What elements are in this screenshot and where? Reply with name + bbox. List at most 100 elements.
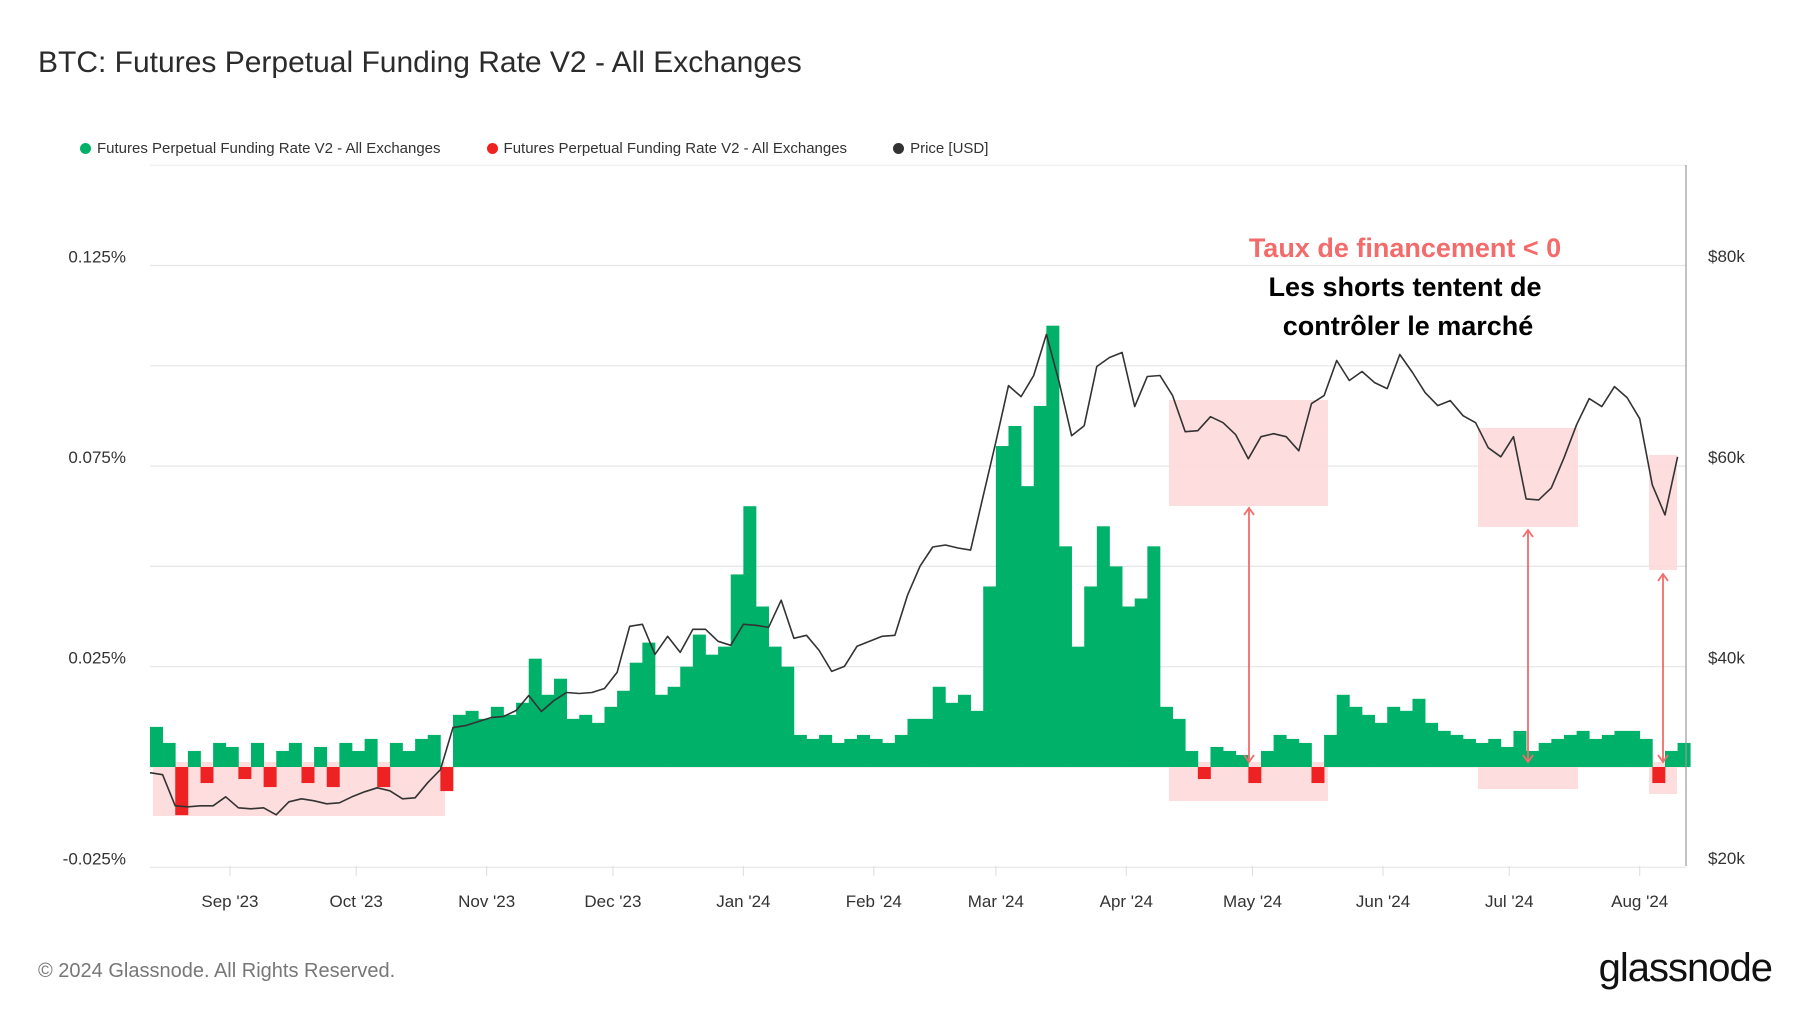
funding-bar-positive [1399, 710, 1413, 767]
price-line [149, 333, 1679, 816]
funding-bar-positive [730, 574, 744, 767]
funding-bar-negative [238, 767, 252, 780]
funding-bar-positive [351, 750, 365, 767]
funding-bar-negative [1311, 767, 1325, 784]
y-left-tick-label: 0.025% [68, 649, 126, 668]
funding-bar-positive [882, 742, 896, 767]
legend-label: Price [USD] [910, 140, 989, 157]
y-right-tick-label: $20k [1708, 849, 1745, 868]
highlight-boxes [153, 400, 1677, 816]
funding-bar-positive [1324, 734, 1338, 767]
x-tick-label: Aug '24 [1611, 892, 1668, 911]
funding-bar-negative [440, 767, 454, 792]
funding-bar-negative [175, 767, 189, 816]
legend-dot-icon [486, 143, 498, 154]
funding-bar-negative [1248, 767, 1262, 784]
x-tick-label: Apr '24 [1100, 892, 1153, 911]
funding-bar-positive [1147, 546, 1161, 767]
arrow-icon [1657, 572, 1669, 764]
funding-bar-positive [427, 734, 441, 767]
funding-bar-positive [1513, 730, 1527, 767]
funding-bar-positive [932, 686, 946, 767]
funding-bar-negative [377, 767, 391, 788]
annotation-line-1: Les shorts tentent de [1268, 272, 1541, 302]
legend-label: Futures Perpetual Funding Rate V2 - All … [97, 140, 441, 157]
funding-bar-negative [1652, 767, 1666, 784]
funding-bar-positive [629, 662, 643, 767]
glassnode-logo: glassnode [1598, 946, 1773, 990]
funding-bar-positive [150, 726, 163, 767]
funding-bar-positive [1412, 698, 1426, 767]
legend-item-funding-positive[interactable]: Futures Perpetual Funding Rate V2 - All … [80, 140, 441, 157]
funding-bar-positive [1425, 722, 1439, 767]
funding-bar-positive [225, 746, 239, 767]
annotation-line-2: contrôler le marché [1283, 311, 1534, 341]
x-tick-label: Dec '23 [584, 892, 641, 911]
funding-bar-positive [1437, 730, 1451, 767]
legend-item-funding-negative[interactable]: Futures Perpetual Funding Rate V2 - All … [486, 140, 847, 157]
x-tick-label: Feb '24 [846, 892, 902, 911]
highlight-box [1169, 400, 1328, 506]
funding-bar-positive [1336, 694, 1350, 767]
funding-bar-positive [806, 738, 820, 767]
funding-bar-positive [314, 746, 328, 767]
funding-bar-positive [654, 694, 668, 767]
x-tick-label: Oct '23 [330, 892, 383, 911]
funding-bar-positive [1374, 722, 1388, 767]
highlight-box [1478, 428, 1578, 527]
funding-bar-positive [1677, 742, 1691, 767]
funding-bar-positive [1021, 486, 1035, 767]
funding-bar-positive [553, 678, 567, 767]
funding-bar-positive [1223, 750, 1237, 767]
funding-bar-positive [288, 742, 302, 767]
funding-bar-positive [894, 734, 908, 767]
funding-bar-positive [920, 718, 934, 767]
funding-bar-positive [1185, 750, 1199, 767]
funding-bar-positive [957, 694, 971, 767]
legend-item-price[interactable]: Price [USD] [893, 140, 988, 157]
legend: Futures Perpetual Funding Rate V2 - All … [80, 140, 988, 157]
funding-bar-positive [452, 714, 466, 767]
funding-bar-positive [692, 634, 706, 767]
arrow-icon [1243, 506, 1255, 764]
funding-bar-positive [1033, 405, 1047, 767]
funding-bar-positive [213, 742, 227, 767]
funding-bar-positive [1551, 738, 1565, 767]
funding-bar-negative [200, 767, 214, 784]
funding-bar-positive [1462, 738, 1476, 767]
funding-bar-positive [907, 718, 921, 767]
funding-bar-positive [831, 742, 845, 767]
funding-bar-positive [1008, 425, 1022, 767]
x-tick-label: Mar '24 [968, 892, 1024, 911]
funding-bar-positive [1627, 730, 1641, 767]
funding-bar-positive [389, 742, 403, 767]
funding-bar-positive [617, 690, 631, 767]
y-right-tick-label: $40k [1708, 648, 1745, 667]
funding-bar-positive [945, 702, 959, 767]
x-tick-label: Nov '23 [458, 892, 515, 911]
funding-bar-negative [263, 767, 277, 788]
funding-bar-positive [705, 654, 719, 767]
funding-bar-positive [1589, 738, 1603, 767]
highlight-box [153, 762, 445, 816]
funding-bar-negative [1197, 767, 1211, 780]
funding-bar-positive [541, 694, 555, 767]
funding-bar-positive [528, 658, 542, 767]
legend-dot-icon [80, 143, 91, 154]
funding-bar-positive [1071, 646, 1085, 767]
funding-bar-positive [1134, 598, 1148, 767]
arrow-icon [1522, 528, 1534, 764]
highlight-box [1649, 455, 1677, 570]
funding-bar-positive [1210, 746, 1224, 767]
funding-bar-positive [465, 710, 479, 767]
funding-bar-negative [326, 767, 340, 788]
funding-bar-positive [680, 666, 694, 767]
funding-bar-positive [566, 718, 580, 767]
funding-bar-positive [1450, 734, 1464, 767]
x-tick-label: May '24 [1223, 892, 1282, 911]
funding-bar-positive [667, 686, 681, 767]
funding-bar-positive [970, 710, 984, 767]
funding-bar-positive [591, 722, 605, 767]
legend-dot-icon [893, 143, 905, 154]
funding-bar-positive [844, 738, 858, 767]
